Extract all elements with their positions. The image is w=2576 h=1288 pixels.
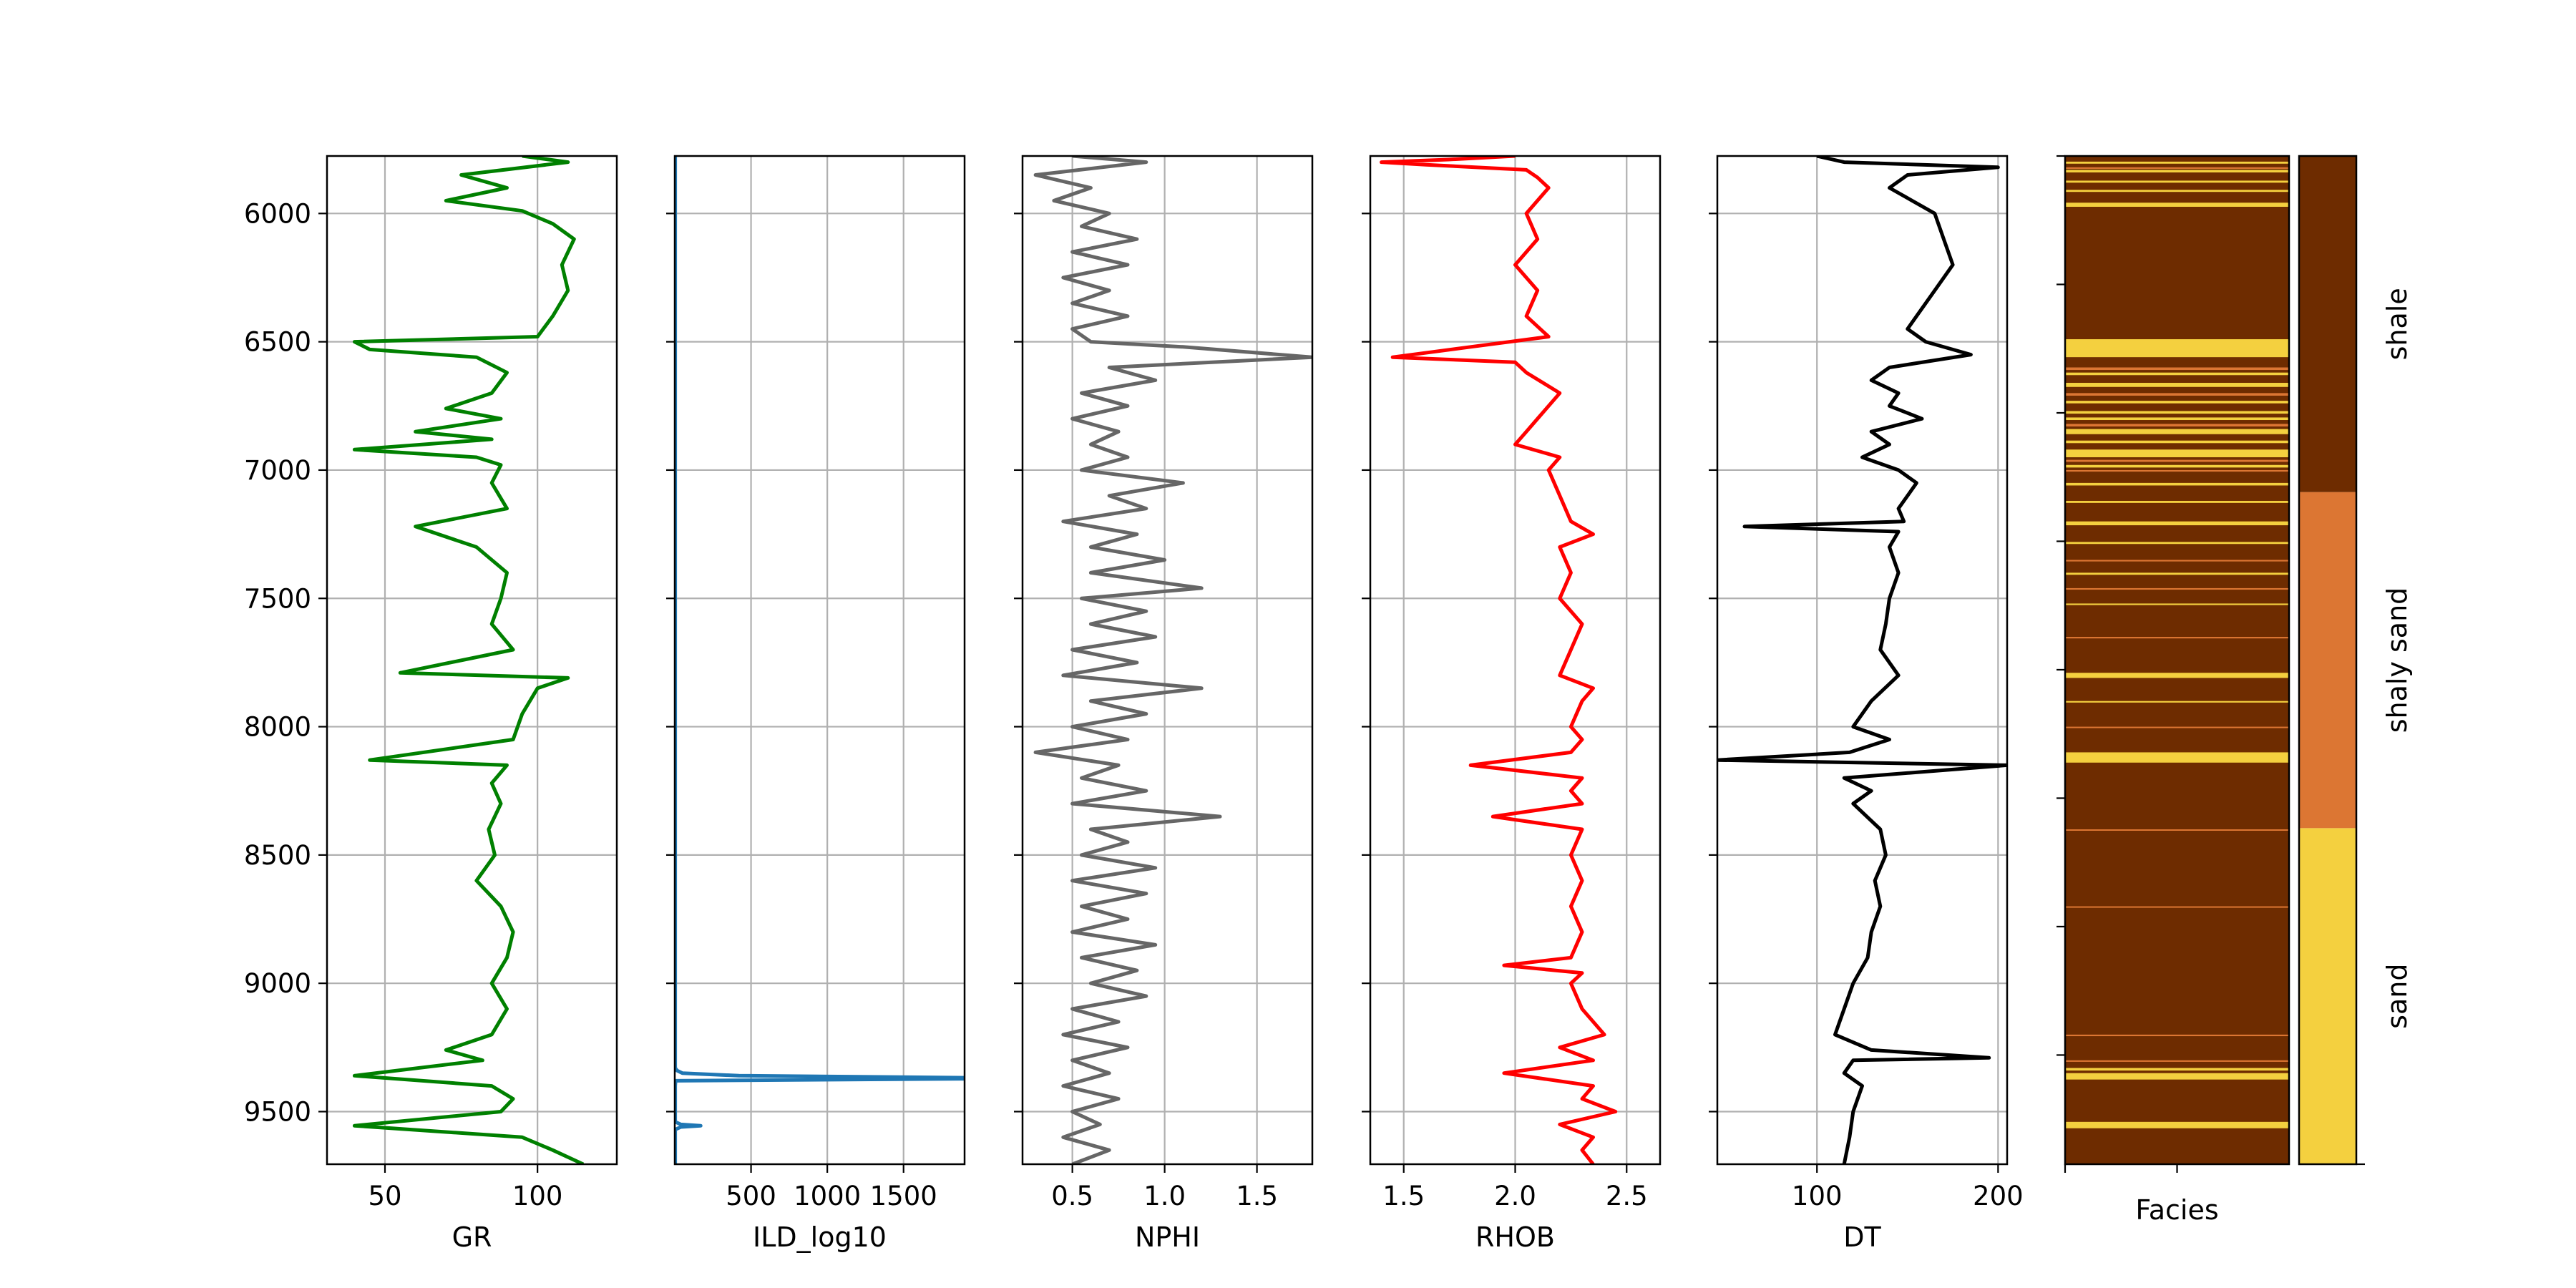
facies-band-sand bbox=[2065, 752, 2289, 763]
facies-band-sand bbox=[2065, 372, 2289, 376]
facies-band-sand bbox=[2065, 500, 2289, 503]
facies-band-sand bbox=[2065, 542, 2289, 545]
facies-band-shaly-sand bbox=[2065, 424, 2289, 426]
y-tick-label: 6500 bbox=[244, 327, 311, 358]
facies-band-sand bbox=[2065, 203, 2289, 208]
log-curve-dt bbox=[1717, 156, 2007, 1164]
facies-band-shaly-sand bbox=[2065, 393, 2289, 396]
track-dt: 100 200 DT bbox=[1709, 155, 2024, 1253]
facies-colorbar: sand shaly sand shale bbox=[2298, 155, 2413, 1166]
facies-band-shaly-sand bbox=[2065, 167, 2289, 169]
track-frame bbox=[673, 155, 966, 1166]
facies-band-shaly-sand bbox=[2065, 1060, 2289, 1062]
log-curve-rhob bbox=[1380, 156, 1618, 1164]
y-tick-label: 8000 bbox=[244, 712, 311, 743]
facies-band-shaly-sand bbox=[2065, 637, 2289, 639]
x-tick-label: 0.5 bbox=[1051, 1181, 1093, 1211]
colorbar-segment-sand bbox=[2299, 828, 2356, 1164]
facies-band-sand bbox=[2065, 521, 2289, 526]
facies-band-sand bbox=[2065, 190, 2289, 192]
x-axis-label: GR bbox=[452, 1221, 492, 1253]
x-axis-label: RHOB bbox=[1475, 1221, 1555, 1253]
facies-x-label: Facies bbox=[2135, 1194, 2218, 1226]
y-tick-label: 8500 bbox=[244, 840, 311, 871]
colorbar-label: shale bbox=[2381, 288, 2413, 360]
facies-band-shaly-sand bbox=[2065, 560, 2289, 562]
facies-band-sand bbox=[2065, 603, 2289, 605]
x-tick-label: 1.5 bbox=[1236, 1181, 1278, 1211]
facies-panel: Facies bbox=[2057, 155, 2290, 1226]
facies-band-sand bbox=[2065, 180, 2289, 183]
facies-band-sand bbox=[2065, 482, 2289, 486]
facies-band-shaly-sand bbox=[2065, 906, 2289, 908]
track-frame bbox=[1716, 155, 2009, 1166]
x-tick-label: 1000 bbox=[794, 1181, 861, 1211]
y-tick-label: 9000 bbox=[244, 968, 311, 999]
y-tick-label: 9500 bbox=[244, 1096, 311, 1127]
facies-band-sand bbox=[2065, 1073, 2289, 1080]
x-tick-label: 1.5 bbox=[1382, 1181, 1425, 1211]
track-frame bbox=[326, 155, 618, 1166]
track-ild-log10: 500 1000 1500 ILD_log10 bbox=[666, 155, 966, 1253]
y-tick-label: 7000 bbox=[244, 455, 311, 486]
facies-band-shaly-sand bbox=[2065, 469, 2289, 472]
x-tick-label: 200 bbox=[1973, 1181, 2024, 1211]
x-axis-label: NPHI bbox=[1135, 1221, 1200, 1253]
x-tick-label: 2.5 bbox=[1606, 1181, 1648, 1211]
facies-band-sand bbox=[2065, 440, 2289, 444]
facies-band-shaly-sand bbox=[2065, 459, 2289, 462]
facies-band-shaly-sand bbox=[2065, 367, 2289, 371]
facies-band-shaly-sand bbox=[2065, 587, 2289, 590]
x-axis-label: ILD_log10 bbox=[753, 1221, 887, 1253]
colorbar-segment-shale bbox=[2299, 156, 2356, 492]
facies-band-sand bbox=[2065, 401, 2289, 404]
track-gr: 6000 6500 7000 7500 8000 8500 9000 9500 50 100 GR bbox=[244, 155, 618, 1253]
facies-band-shaly-sand bbox=[2065, 726, 2289, 728]
facies-band-sand bbox=[2065, 170, 2289, 172]
facies-band-sand bbox=[2065, 1068, 2289, 1071]
facies-band-sand bbox=[2065, 339, 2289, 358]
track-frame bbox=[1021, 155, 1314, 1166]
track-nphi: 0.5 1.0 1.5 NPHI bbox=[1014, 155, 1314, 1253]
log-curve-nphi bbox=[1033, 156, 1312, 1164]
x-tick-label: 1500 bbox=[870, 1181, 937, 1211]
facies-shale-background bbox=[2065, 156, 2289, 1164]
x-tick-label: 1.0 bbox=[1143, 1181, 1186, 1211]
x-tick-label: 2.0 bbox=[1494, 1181, 1536, 1211]
y-tick-label: 7500 bbox=[244, 583, 311, 614]
x-tick-label: 100 bbox=[512, 1181, 563, 1211]
facies-band-sand bbox=[2065, 572, 2289, 575]
facies-band-sand bbox=[2065, 1121, 2289, 1128]
colorbar-label: shaly sand bbox=[2381, 587, 2413, 733]
colorbar-segment-shaly-sand bbox=[2299, 492, 2356, 829]
facies-band-sand bbox=[2065, 383, 2289, 387]
log-curve-gr bbox=[352, 156, 585, 1164]
x-axis-label: DT bbox=[1843, 1221, 1881, 1253]
log-tracks: 6000 6500 7000 7500 8000 8500 9000 9500 50 100 GR 5… bbox=[244, 155, 2024, 1253]
x-tick-label: 500 bbox=[726, 1181, 776, 1211]
facies-band-shaly-sand bbox=[2065, 829, 2289, 831]
facies-band-sand bbox=[2065, 464, 2289, 468]
facies-band-sand bbox=[2065, 417, 2289, 421]
colorbar-label: sand bbox=[2381, 964, 2413, 1029]
facies-band-sand bbox=[2065, 701, 2289, 703]
x-tick-label: 100 bbox=[1792, 1181, 1843, 1211]
colorbar-frame bbox=[2298, 155, 2358, 1166]
facies-band-sand bbox=[2065, 411, 2289, 414]
facies-band-sand bbox=[2065, 429, 2289, 434]
facies-band-sand bbox=[2065, 449, 2289, 458]
x-tick-label: 50 bbox=[368, 1181, 401, 1211]
y-tick-label: 6000 bbox=[244, 198, 311, 229]
facies-band-sand bbox=[2065, 673, 2289, 678]
facies-band-sand bbox=[2065, 161, 2289, 164]
facies-band-shaly-sand bbox=[2065, 1034, 2289, 1037]
track-rhob: 1.5 2.0 2.5 RHOB bbox=[1362, 155, 1662, 1253]
